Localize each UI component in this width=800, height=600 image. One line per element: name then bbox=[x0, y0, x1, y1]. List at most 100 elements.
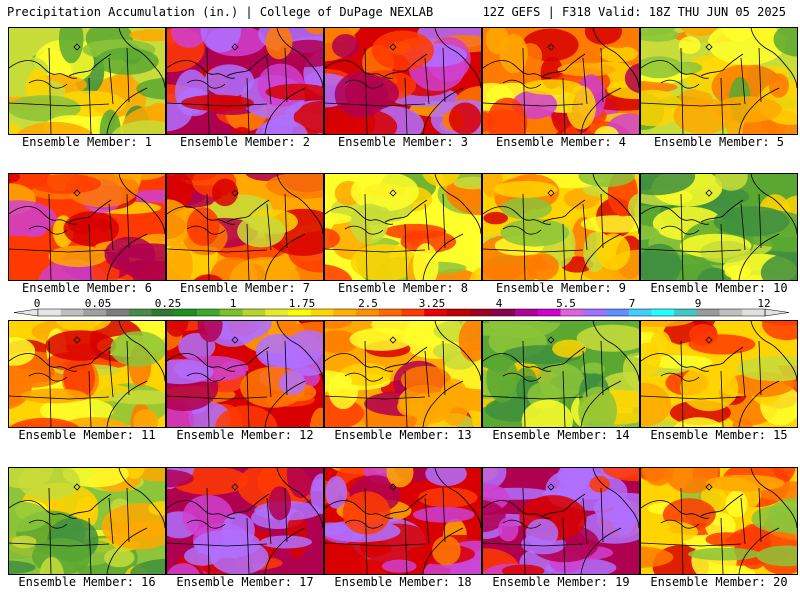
ensemble-member-label: Ensemble Member: 16 bbox=[18, 575, 156, 589]
color-scale-swatch bbox=[310, 309, 334, 316]
precipitation-field bbox=[9, 468, 165, 574]
color-scale-tick-label: 7 bbox=[628, 297, 636, 310]
ensemble-map-panel bbox=[166, 173, 324, 281]
precipitation-field bbox=[9, 174, 165, 280]
ensemble-member-label: Ensemble Member: 2 bbox=[179, 135, 311, 149]
color-scale-swatch bbox=[446, 309, 471, 316]
precipitation-color-scale bbox=[13, 308, 790, 317]
color-scale-swatch bbox=[696, 309, 721, 316]
color-scale-swatch bbox=[128, 309, 153, 316]
color-scale-swatch bbox=[560, 309, 584, 316]
color-scale-swatch bbox=[605, 309, 630, 316]
color-scale-tick-label: 5.5 bbox=[556, 297, 576, 310]
color-scale-tick-label: 12 bbox=[757, 297, 771, 310]
ensemble-map-panel bbox=[640, 27, 798, 135]
ensemble-member-label: Ensemble Member: 4 bbox=[495, 135, 627, 149]
precipitation-field bbox=[167, 28, 323, 134]
color-scale-swatch bbox=[378, 309, 402, 316]
ensemble-map-panel bbox=[324, 467, 482, 575]
ensemble-member-label: Ensemble Member: 8 bbox=[337, 281, 469, 295]
ensemble-map-panel bbox=[324, 27, 482, 135]
ensemble-map-panel bbox=[166, 320, 324, 428]
ensemble-map-panel bbox=[8, 467, 166, 575]
precipitation-field bbox=[325, 468, 481, 574]
color-scale-tick-label: 0 bbox=[33, 297, 41, 310]
precipitation-field bbox=[167, 321, 323, 427]
ensemble-member-label: Ensemble Member: 14 bbox=[492, 428, 630, 442]
color-scale-swatch bbox=[583, 309, 607, 316]
ensemble-member-label: Ensemble Member: 10 bbox=[650, 281, 788, 295]
scale-high-arrow bbox=[764, 308, 790, 317]
color-scale-swatch bbox=[60, 309, 84, 316]
color-scale-tick-label: 1.75 bbox=[288, 297, 316, 310]
color-scale-tick-label: 9 bbox=[694, 297, 702, 310]
precipitation-field bbox=[641, 468, 797, 574]
color-scale-swatch bbox=[719, 309, 743, 316]
precipitation-field bbox=[325, 321, 481, 427]
color-scale-tick-label: 0.25 bbox=[154, 297, 182, 310]
ensemble-map-panel bbox=[482, 27, 640, 135]
ensemble-map-panel bbox=[324, 320, 482, 428]
color-scale-swatch bbox=[83, 309, 107, 316]
color-scale-tick-label: 1 bbox=[229, 297, 237, 310]
ensemble-member-label: Ensemble Member: 7 bbox=[179, 281, 311, 295]
color-scale-tick-label: 2.5 bbox=[358, 297, 378, 310]
ensemble-member-label: Ensemble Member: 6 bbox=[21, 281, 153, 295]
ensemble-member-label: Ensemble Member: 11 bbox=[18, 428, 156, 442]
color-scale-swatch bbox=[628, 309, 652, 316]
page-title: Precipitation Accumulation (in.) | Colle… bbox=[7, 5, 434, 19]
color-scale-swatch bbox=[469, 309, 493, 316]
precipitation-field bbox=[167, 468, 323, 574]
ensemble-map-panel bbox=[640, 320, 798, 428]
ensemble-member-label: Ensemble Member: 15 bbox=[650, 428, 788, 442]
color-scale-swatch bbox=[742, 309, 766, 316]
ensemble-member-label: Ensemble Member: 17 bbox=[176, 575, 314, 589]
color-scale-swatch bbox=[651, 309, 675, 316]
color-scale-swatch bbox=[106, 309, 130, 316]
color-scale-swatch bbox=[333, 309, 357, 316]
ensemble-map-panel bbox=[8, 173, 166, 281]
ensemble-member-label: Ensemble Member: 18 bbox=[334, 575, 472, 589]
color-scale-tick-label: 0.05 bbox=[84, 297, 112, 310]
ensemble-member-label: Ensemble Member: 13 bbox=[334, 428, 472, 442]
color-scale-swatch bbox=[674, 309, 698, 316]
precipitation-field bbox=[483, 28, 639, 134]
ensemble-map-panel bbox=[640, 173, 798, 281]
color-scale-swatch bbox=[537, 309, 562, 316]
scale-low-arrow bbox=[13, 308, 39, 317]
ensemble-map-panel bbox=[166, 467, 324, 575]
precipitation-field bbox=[641, 174, 797, 280]
ensemble-map-panel bbox=[640, 467, 798, 575]
precipitation-field bbox=[325, 28, 481, 134]
color-scale-swatch bbox=[356, 309, 380, 316]
ensemble-map-panel bbox=[8, 27, 166, 135]
color-scale-swatch bbox=[492, 309, 516, 316]
precipitation-field bbox=[483, 174, 639, 280]
color-scale-swatch bbox=[174, 309, 198, 316]
color-scale-swatch bbox=[515, 309, 539, 316]
precipitation-field bbox=[167, 174, 323, 280]
ensemble-member-label: Ensemble Member: 5 bbox=[653, 135, 785, 149]
color-scale-swatch bbox=[242, 309, 266, 316]
ensemble-member-label: Ensemble Member: 9 bbox=[495, 281, 627, 295]
ensemble-member-label: Ensemble Member: 1 bbox=[21, 135, 153, 149]
model-run-info: 12Z GEFS | F318 Valid: 18Z THU JUN 05 20… bbox=[482, 5, 786, 19]
color-scale-swatch bbox=[287, 309, 312, 316]
color-scale-tick-label: 4 bbox=[495, 297, 503, 310]
ensemble-map-panel bbox=[166, 27, 324, 135]
ensemble-map-panel bbox=[324, 173, 482, 281]
precipitation-field bbox=[9, 28, 165, 134]
precipitation-field bbox=[483, 321, 639, 427]
ensemble-member-label: Ensemble Member: 12 bbox=[176, 428, 314, 442]
color-scale-swatch bbox=[424, 309, 448, 316]
color-scale-swatch bbox=[151, 309, 175, 316]
precipitation-field bbox=[641, 28, 797, 134]
precipitation-field bbox=[325, 174, 481, 280]
color-scale-swatch bbox=[401, 309, 425, 316]
ensemble-member-label: Ensemble Member: 20 bbox=[650, 575, 788, 589]
ensemble-member-label: Ensemble Member: 3 bbox=[337, 135, 469, 149]
precipitation-field bbox=[9, 321, 165, 427]
color-scale-swatch bbox=[265, 309, 289, 316]
ensemble-map-panel bbox=[482, 467, 640, 575]
ensemble-map-panel bbox=[8, 320, 166, 428]
